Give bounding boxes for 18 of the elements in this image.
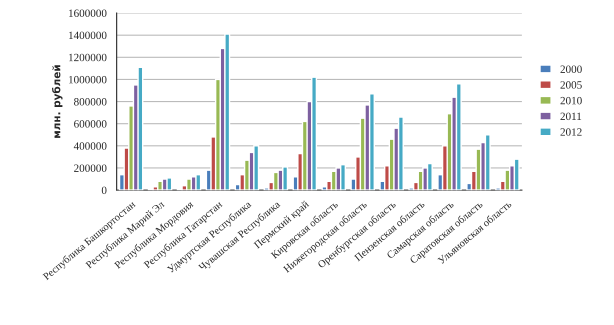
y-tick-label: 200000 xyxy=(74,164,107,172)
bar xyxy=(137,66,144,190)
legend-label: 2012 xyxy=(560,128,582,136)
y-tick-label: 1600000 xyxy=(69,9,107,17)
y-tick-label: 400000 xyxy=(74,142,107,150)
y-tick-label: 800000 xyxy=(74,98,107,106)
legend-label: 2011 xyxy=(560,112,582,120)
y-tick-label: 1000000 xyxy=(69,76,107,84)
y-tick-label: 0 xyxy=(102,186,107,194)
bar xyxy=(398,116,404,190)
legend-label: 2005 xyxy=(560,81,582,89)
bar xyxy=(368,93,375,190)
y-axis-title: млн. рублей xyxy=(52,65,62,138)
legend-label: 2010 xyxy=(560,96,582,104)
y-tick-label: 1400000 xyxy=(69,32,107,40)
legend-label: 2000 xyxy=(560,65,582,73)
y-tick-label: 600000 xyxy=(74,120,107,128)
y-tick-label: 1200000 xyxy=(69,54,107,62)
